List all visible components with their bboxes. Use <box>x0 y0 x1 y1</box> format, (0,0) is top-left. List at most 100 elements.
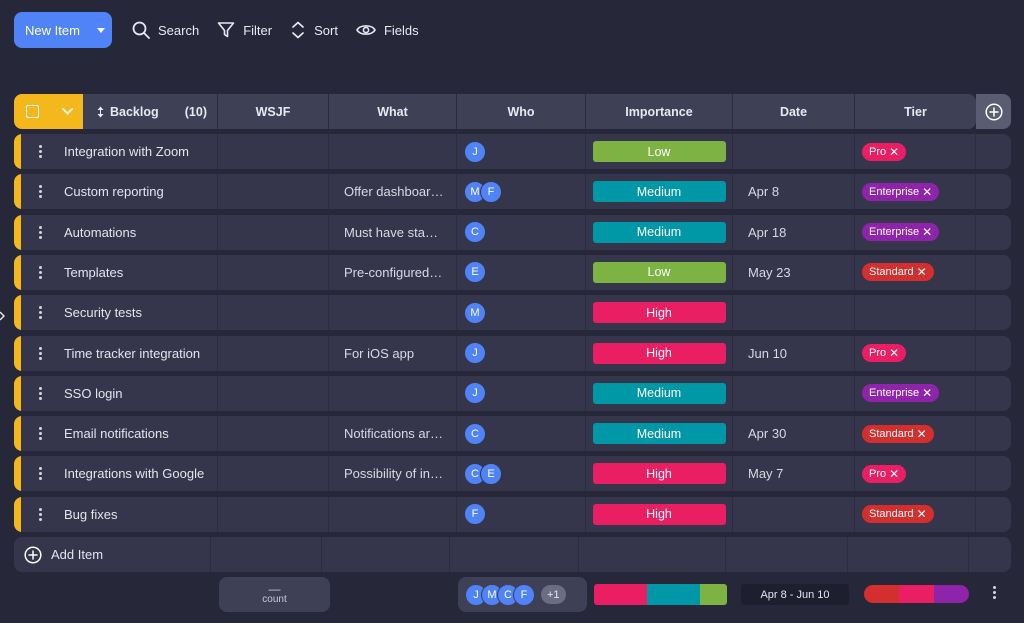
drag-handle-icon[interactable] <box>33 467 47 481</box>
date-cell[interactable]: May 23 <box>733 254 855 290</box>
drag-handle-icon[interactable] <box>33 225 47 239</box>
search-button[interactable]: Search <box>132 21 199 39</box>
tier-summary-bar[interactable] <box>864 585 969 603</box>
date-cell[interactable]: May 7 <box>733 456 855 492</box>
tier-tag[interactable]: Enterprise ✕ <box>862 384 940 403</box>
tier-tag[interactable]: Enterprise ✕ <box>862 223 940 242</box>
importance-pill[interactable]: Medium <box>592 423 726 445</box>
drag-handle-icon[interactable] <box>33 507 47 521</box>
tier-cell[interactable]: Standard ✕ <box>855 416 976 452</box>
tier-cell[interactable]: Pro ✕ <box>855 456 976 492</box>
avatar[interactable]: F <box>480 180 502 203</box>
tier-tag[interactable]: Standard ✕ <box>862 505 934 524</box>
what-cell[interactable]: Offer dashboards <box>329 174 457 210</box>
importance-pill[interactable]: Low <box>592 141 726 162</box>
importance-cell[interactable]: High <box>586 335 733 371</box>
table-row[interactable]: Automations Must have stan… C Medium Apr… <box>14 214 1011 250</box>
date-cell[interactable] <box>733 134 855 169</box>
avatar[interactable]: F <box>464 503 486 526</box>
what-cell[interactable] <box>329 375 457 411</box>
wsjf-cell[interactable] <box>218 456 329 492</box>
tier-cell[interactable]: Enterprise ✕ <box>855 174 976 210</box>
what-cell[interactable] <box>329 295 457 331</box>
importance-cell[interactable]: Medium <box>586 416 733 452</box>
importance-cell[interactable]: Low <box>586 254 733 290</box>
what-cell[interactable]: For iOS app <box>329 335 457 371</box>
new-item-button[interactable]: New Item <box>14 12 112 48</box>
date-cell[interactable] <box>733 375 855 411</box>
importance-pill[interactable]: High <box>592 302 726 324</box>
remove-tag-icon[interactable]: ✕ <box>889 144 900 159</box>
group-select-cell[interactable] <box>14 94 83 129</box>
tier-cell[interactable] <box>855 295 976 331</box>
importance-summary-bar[interactable] <box>594 584 727 605</box>
wsjf-cell[interactable] <box>218 416 329 452</box>
item-name-cell[interactable]: Security tests <box>21 295 218 331</box>
column-header-wsjf[interactable]: WSJF <box>218 94 329 129</box>
importance-cell[interactable]: Medium <box>586 214 733 250</box>
tier-tag[interactable]: Enterprise ✕ <box>862 182 940 201</box>
fields-button[interactable]: Fields <box>356 23 419 38</box>
tier-tag[interactable]: Pro ✕ <box>862 344 907 362</box>
column-header-date[interactable]: Date <box>733 94 855 129</box>
importance-cell[interactable]: Low <box>586 134 733 169</box>
avatar[interactable]: E <box>480 462 502 485</box>
new-item-dropdown-icon[interactable] <box>90 27 112 33</box>
remove-tag-icon[interactable]: ✕ <box>922 184 933 199</box>
column-header-tier[interactable]: Tier <box>904 104 927 119</box>
add-item-cell[interactable]: Add Item <box>14 537 211 572</box>
table-row[interactable]: Email notifications Notifications are… C… <box>14 416 1011 452</box>
date-cell[interactable]: Apr 18 <box>733 214 855 250</box>
tier-cell[interactable]: Standard ✕ <box>855 254 976 290</box>
importance-pill[interactable]: Medium <box>592 181 726 203</box>
importance-pill[interactable]: Low <box>592 261 726 283</box>
remove-tag-icon[interactable]: ✕ <box>922 386 933 401</box>
table-row[interactable]: Time tracker integration For iOS app J H… <box>14 335 1011 371</box>
tier-cell[interactable]: Pro ✕ <box>855 335 976 371</box>
avatar[interactable]: F <box>513 583 535 606</box>
what-cell[interactable]: Notifications are… <box>329 416 457 452</box>
what-cell[interactable] <box>329 496 457 532</box>
wsjf-cell[interactable] <box>218 134 329 169</box>
column-header-who[interactable]: Who <box>457 94 586 129</box>
avatar[interactable]: C <box>464 422 486 445</box>
tier-tag[interactable]: Pro ✕ <box>862 464 907 483</box>
importance-pill[interactable]: Medium <box>592 382 726 404</box>
wsjf-count-summary[interactable]: — count <box>219 577 330 612</box>
table-row[interactable]: Integration with Zoom J Low Pro ✕ <box>14 134 1011 169</box>
group-title-cell[interactable]: Backlog (10) <box>83 94 218 129</box>
avatar[interactable]: E <box>464 261 486 284</box>
tier-tag[interactable]: Standard ✕ <box>862 424 934 443</box>
importance-cell[interactable]: Medium <box>586 375 733 411</box>
item-name-cell[interactable]: Automations <box>21 214 218 250</box>
item-name-cell[interactable]: Templates <box>21 254 218 290</box>
chevron-down-icon[interactable] <box>62 108 73 115</box>
table-row[interactable]: Security tests M High <box>14 295 1011 331</box>
importance-cell[interactable]: High <box>586 496 733 532</box>
who-cell[interactable]: M <box>457 295 586 331</box>
table-row[interactable]: SSO login J Medium Enterprise ✕ <box>14 375 1011 411</box>
date-cell[interactable]: Jun 10 <box>733 335 855 371</box>
what-cell[interactable]: Possibility of int… <box>329 456 457 492</box>
remove-tag-icon[interactable]: ✕ <box>916 426 927 441</box>
wsjf-cell[interactable] <box>218 375 329 411</box>
table-row[interactable]: Integrations with Google Possibility of … <box>14 456 1011 492</box>
table-row[interactable]: Bug fixes F High Standard ✕ <box>14 496 1011 532</box>
avatar[interactable]: J <box>464 140 486 163</box>
wsjf-cell[interactable] <box>218 335 329 371</box>
drag-handle-icon[interactable] <box>33 306 47 320</box>
collapse-handle-icon[interactable] <box>0 310 5 322</box>
sort-arrows-icon[interactable] <box>97 106 104 118</box>
importance-pill[interactable]: High <box>592 503 726 525</box>
importance-cell[interactable]: High <box>586 295 733 331</box>
add-item-row[interactable]: Add Item <box>14 537 1011 572</box>
drag-handle-icon[interactable] <box>33 427 47 441</box>
avatar[interactable]: C <box>464 221 486 244</box>
tier-cell[interactable]: Enterprise ✕ <box>855 375 976 411</box>
remove-tag-icon[interactable]: ✕ <box>922 225 933 240</box>
who-cell[interactable]: C <box>457 416 586 452</box>
wsjf-cell[interactable] <box>218 214 329 250</box>
tier-cell[interactable]: Standard ✕ <box>855 496 976 532</box>
